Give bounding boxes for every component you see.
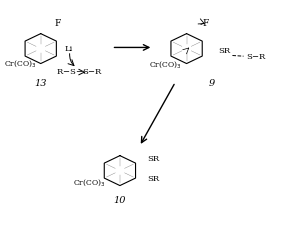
Text: F: F [54,19,60,28]
Text: Li: Li [65,45,73,53]
Text: SR: SR [148,155,160,163]
Text: F: F [203,19,209,28]
Text: 9: 9 [209,79,215,88]
Text: S$-$R: S$-$R [246,52,268,61]
Text: SR: SR [219,47,231,55]
Text: Cr(CO)$_3$: Cr(CO)$_3$ [73,177,106,188]
Text: Cr(CO)$_3$: Cr(CO)$_3$ [149,59,182,70]
Text: R$-$S$-$S$-$R: R$-$S$-$S$-$R [56,67,103,76]
Text: 13: 13 [35,79,47,88]
Text: 10: 10 [114,196,126,205]
Text: Cr(CO)$_3$: Cr(CO)$_3$ [3,58,36,69]
Text: SR: SR [148,175,160,183]
